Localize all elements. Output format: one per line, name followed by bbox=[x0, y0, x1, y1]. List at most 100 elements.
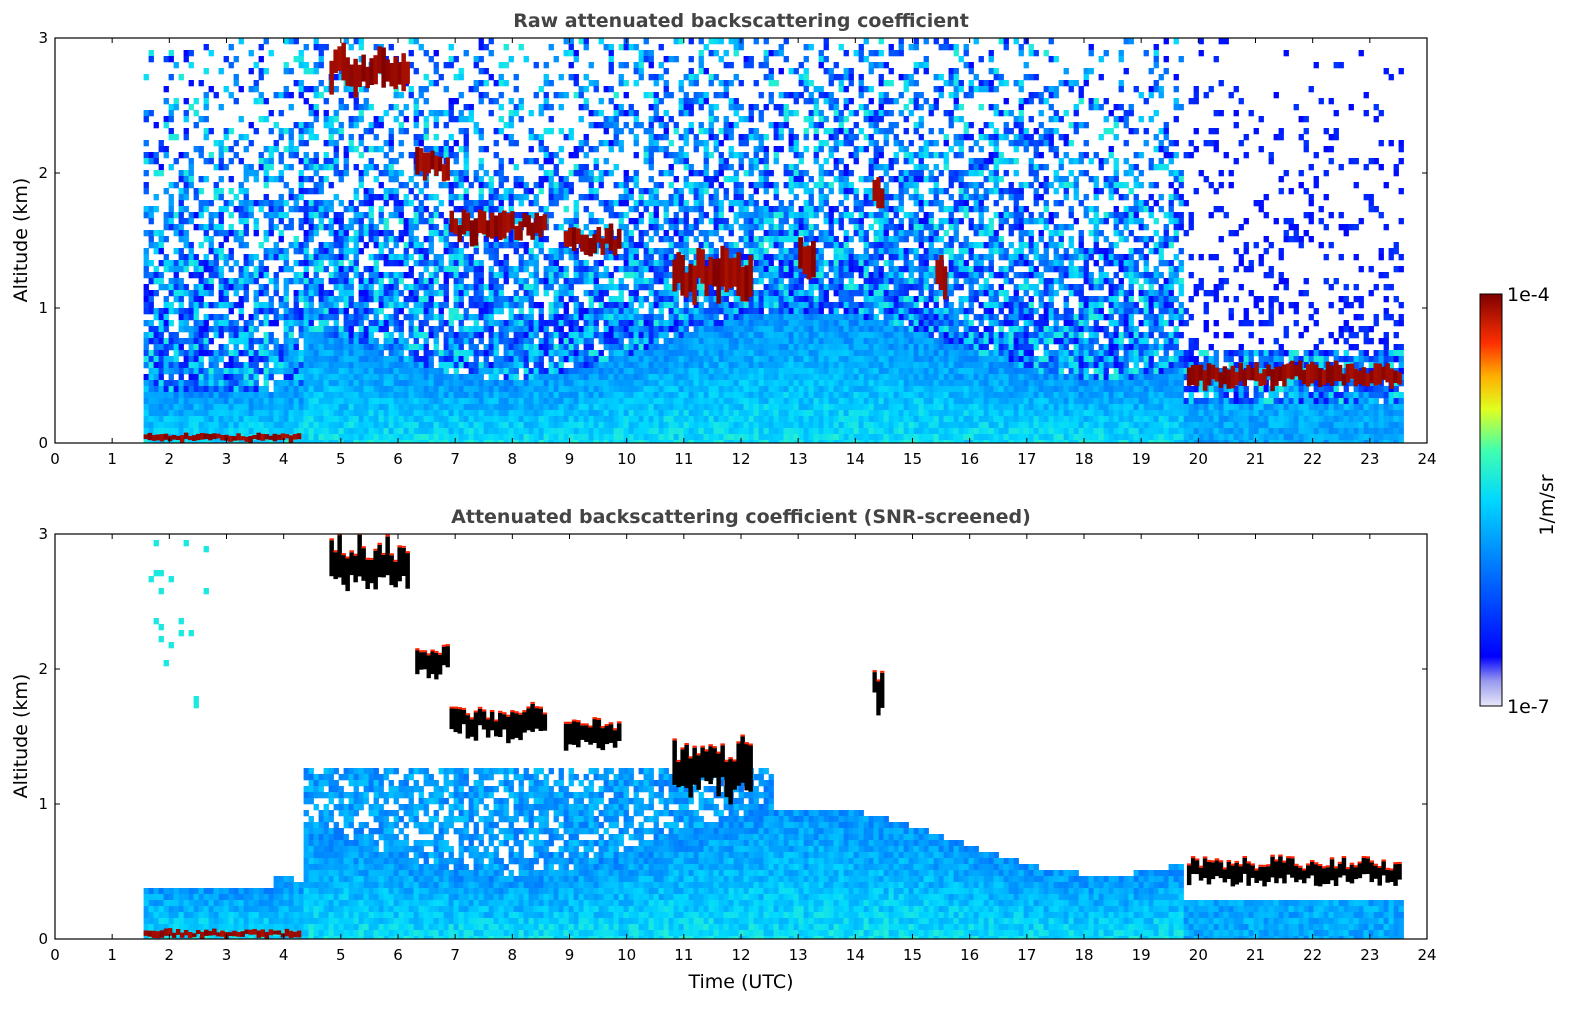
heatmap-cell bbox=[669, 236, 674, 242]
heatmap-cell bbox=[609, 122, 614, 128]
heatmap-cell bbox=[554, 392, 559, 398]
heatmap-cell bbox=[649, 200, 654, 206]
heatmap-cell bbox=[279, 302, 284, 308]
heatmap-cell bbox=[149, 386, 154, 392]
heatmap-cell bbox=[299, 380, 304, 386]
heatmap-cell bbox=[539, 104, 544, 110]
heatmap-cell bbox=[714, 308, 719, 314]
heatmap-cell bbox=[304, 428, 309, 434]
heatmap-cell bbox=[314, 68, 319, 74]
heatmap-cell bbox=[649, 368, 654, 374]
heatmap-cell bbox=[199, 272, 204, 278]
heatmap-cell bbox=[314, 104, 319, 110]
heatmap-cell bbox=[149, 272, 154, 278]
heatmap-cell bbox=[599, 386, 604, 392]
heatmap-cell bbox=[414, 434, 419, 440]
heatmap-cell bbox=[369, 164, 374, 170]
heatmap-cell bbox=[244, 386, 249, 392]
heatmap-cell bbox=[604, 128, 609, 134]
heatmap-cell bbox=[389, 284, 394, 290]
heatmap-cell bbox=[214, 248, 219, 254]
heatmap-cell bbox=[174, 260, 179, 266]
heatmap-cell bbox=[654, 326, 659, 332]
heatmap-cell bbox=[604, 44, 609, 50]
heatmap-cell bbox=[579, 146, 584, 152]
heatmap-cell bbox=[449, 98, 454, 104]
heatmap-cell bbox=[584, 290, 589, 296]
heatmap-cell bbox=[349, 296, 354, 302]
heatmap-cell bbox=[389, 380, 394, 386]
heatmap-cell bbox=[284, 296, 289, 302]
heatmap-cell bbox=[524, 362, 529, 368]
heatmap-cell bbox=[209, 314, 214, 320]
heatmap-cell bbox=[459, 68, 464, 74]
heatmap-cell bbox=[564, 404, 569, 410]
heatmap-cell bbox=[604, 272, 609, 278]
heatmap-cell bbox=[299, 296, 304, 302]
heatmap-cell bbox=[349, 416, 354, 422]
heatmap-cell bbox=[414, 224, 419, 230]
heatmap-cell bbox=[329, 206, 334, 212]
heatmap-cell bbox=[559, 272, 564, 278]
heatmap-cell bbox=[569, 218, 574, 224]
heatmap-cell bbox=[174, 386, 179, 392]
heatmap-cell bbox=[164, 86, 169, 92]
heatmap-cell bbox=[259, 92, 264, 98]
heatmap-cell bbox=[164, 218, 169, 224]
heatmap-cell bbox=[554, 248, 559, 254]
heatmap-cell bbox=[359, 308, 364, 314]
heatmap-cell bbox=[284, 356, 289, 362]
heatmap-cell bbox=[344, 386, 349, 392]
heatmap-cell bbox=[644, 284, 649, 290]
heatmap-cell bbox=[694, 332, 699, 338]
heatmap-cell bbox=[234, 74, 239, 80]
heatmap-cell bbox=[474, 86, 479, 92]
heatmap-cell bbox=[414, 290, 419, 296]
heatmap-cell bbox=[229, 308, 234, 314]
heatmap-cell bbox=[654, 332, 659, 338]
heatmap-cell bbox=[489, 290, 494, 296]
heatmap-cell bbox=[334, 386, 339, 392]
heatmap-cell bbox=[399, 170, 404, 176]
heatmap-cell bbox=[204, 332, 209, 338]
heatmap-cell bbox=[714, 38, 719, 44]
heatmap-cell bbox=[464, 326, 469, 332]
heatmap-cell bbox=[554, 278, 559, 284]
heatmap-cell bbox=[504, 260, 509, 266]
heatmap-cell bbox=[409, 356, 414, 362]
heatmap-cell bbox=[354, 98, 359, 104]
heatmap-cell bbox=[354, 38, 359, 44]
heatmap-cell bbox=[709, 104, 714, 110]
heatmap-cell bbox=[524, 296, 529, 302]
heatmap-cell bbox=[349, 380, 354, 386]
heatmap-cell bbox=[259, 200, 264, 206]
heatmap-cell bbox=[479, 266, 484, 272]
heatmap-cell bbox=[649, 332, 654, 338]
heatmap-cell bbox=[539, 308, 544, 314]
heatmap-cell bbox=[369, 104, 374, 110]
heatmap-cell bbox=[184, 188, 189, 194]
heatmap-cell bbox=[209, 242, 214, 248]
heatmap-cell bbox=[539, 188, 544, 194]
heatmap-cell bbox=[619, 44, 624, 50]
heatmap-cell bbox=[384, 374, 389, 380]
heatmap-cell bbox=[214, 368, 219, 374]
heatmap-cell bbox=[484, 404, 489, 410]
heatmap-cell bbox=[604, 404, 609, 410]
heatmap-cell bbox=[649, 362, 654, 368]
heatmap-cell bbox=[174, 296, 179, 302]
heatmap-cell bbox=[264, 254, 269, 260]
heatmap-cell bbox=[524, 428, 529, 434]
heatmap-cell bbox=[304, 122, 309, 128]
heatmap-cell bbox=[564, 134, 569, 140]
heatmap-cell bbox=[519, 254, 524, 260]
heatmap-cell bbox=[559, 344, 564, 350]
heatmap-cell bbox=[429, 422, 434, 428]
heatmap-cell bbox=[719, 212, 724, 218]
heatmap-cell bbox=[554, 326, 559, 332]
heatmap-cell bbox=[459, 254, 464, 260]
heatmap-cell bbox=[524, 332, 529, 338]
heatmap-cell bbox=[239, 314, 244, 320]
heatmap-cell bbox=[319, 380, 324, 386]
heatmap-cell bbox=[709, 428, 714, 434]
